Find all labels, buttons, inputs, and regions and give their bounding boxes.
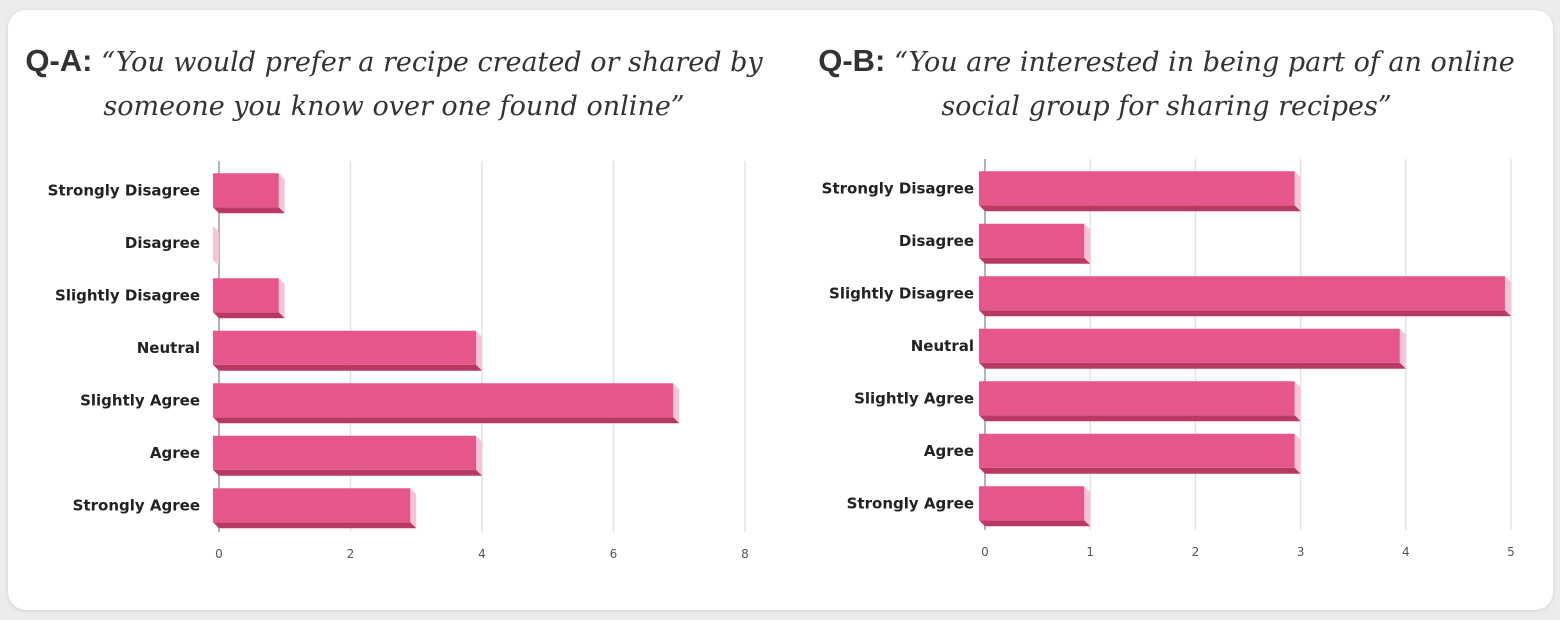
bar: [979, 276, 1511, 317]
x-tick-label: 5: [1507, 545, 1515, 559]
bar-face: [979, 276, 1505, 311]
category-label: Slightly Disagree: [829, 284, 974, 302]
bar-bottom: [979, 205, 1301, 212]
bar-side: [673, 383, 680, 424]
category-label: Agree: [150, 444, 200, 462]
bar-side: [278, 173, 285, 214]
bar-face: [213, 383, 674, 418]
bar: [979, 328, 1406, 369]
chart-title-label: Q-B:: [818, 43, 886, 78]
category-label: Slightly Agree: [854, 389, 974, 407]
bar-side: [476, 330, 482, 371]
bar: [979, 433, 1301, 474]
chart-title-label: Q-A:: [25, 43, 93, 78]
bar-bottom: [213, 469, 482, 476]
x-tick-label: 6: [610, 547, 618, 561]
bar-bottom: [213, 364, 482, 371]
chart-title-qb: Q-B: “You are interested in being part o…: [780, 40, 1553, 128]
x-tick-label: 0: [981, 545, 989, 559]
chart-title-qa: Q-A: “You would prefer a recipe created …: [8, 40, 780, 128]
bar-side: [1294, 433, 1301, 474]
bar-side: [1294, 381, 1301, 422]
bar-bottom: [213, 522, 417, 529]
category-label: Slightly Disagree: [55, 286, 200, 304]
bar: [213, 488, 417, 529]
category-label: Strongly Agree: [847, 494, 974, 512]
bar-side: [1505, 276, 1511, 317]
bar-face: [979, 433, 1295, 468]
bar-face: [213, 435, 476, 470]
bar-chart: Strongly Disagree Disagree Slightly Disagr…: [48, 161, 749, 561]
bar: [213, 383, 680, 424]
category-label: Neutral: [137, 339, 200, 357]
category-label: Neutral: [911, 337, 974, 355]
bar-bottom: [979, 520, 1091, 527]
bar-face: [213, 278, 279, 313]
bar-side: [278, 278, 285, 319]
bar-face: [213, 330, 476, 365]
x-tick-label: 1: [1086, 545, 1094, 559]
bar-bottom: [979, 310, 1511, 317]
bar-bottom: [979, 362, 1406, 369]
x-tick-label: 2: [1192, 545, 1200, 559]
bar-side: [213, 225, 219, 266]
bar-bottom: [979, 257, 1091, 264]
bar-side: [410, 488, 417, 529]
bar-bottom: [979, 467, 1301, 474]
x-tick-label: 8: [741, 547, 749, 561]
category-label: Strongly Agree: [73, 496, 200, 514]
x-tick-label: 4: [1402, 545, 1410, 559]
bar-face: [979, 486, 1085, 521]
bar-side: [476, 435, 482, 476]
chart-panel-qa: Q-A: “You would prefer a recipe created …: [8, 10, 780, 610]
bar: [979, 223, 1091, 264]
bar: [213, 435, 482, 476]
x-tick-label: 0: [215, 547, 223, 561]
category-label: Agree: [924, 442, 974, 460]
bar-bottom: [979, 415, 1301, 422]
bar-side: [1294, 171, 1301, 212]
x-tick-label: 3: [1297, 545, 1305, 559]
bar: [213, 173, 285, 214]
bar-bottom: [213, 312, 285, 319]
chart-card: Q-A: “You would prefer a recipe created …: [8, 10, 1553, 610]
x-tick-label: 4: [478, 547, 486, 561]
category-label: Disagree: [899, 232, 974, 250]
bar: [213, 330, 482, 371]
bar-face: [213, 173, 279, 208]
bar: [979, 171, 1301, 212]
x-tick-label: 2: [347, 547, 355, 561]
bar-face: [213, 488, 411, 523]
bar-bottom: [213, 417, 680, 424]
bar-chart: Strongly Disagree Disagree Slightly Disagr…: [822, 159, 1515, 559]
bar-face: [979, 381, 1295, 416]
category-label: Strongly Disagree: [822, 179, 974, 197]
chart-title-text: “You would prefer a recipe created or sh…: [101, 47, 763, 122]
bar-face: [979, 328, 1400, 363]
bar-bottom: [213, 207, 285, 214]
bar-side: [1084, 486, 1091, 527]
bar-face: [979, 223, 1085, 258]
chart-title-text: “You are interested in being part of an …: [894, 47, 1515, 122]
category-label: Disagree: [125, 234, 200, 252]
bar-side: [1084, 223, 1091, 264]
bar-side: [1399, 328, 1406, 369]
category-label: Strongly Disagree: [48, 181, 200, 199]
bar: [979, 486, 1091, 527]
chart-panel-qb: Q-B: “You are interested in being part o…: [780, 10, 1553, 610]
category-label: Slightly Agree: [80, 391, 200, 409]
bar: [979, 381, 1301, 422]
bar-face: [979, 171, 1295, 206]
bar: [213, 278, 285, 319]
bar: [213, 225, 219, 266]
